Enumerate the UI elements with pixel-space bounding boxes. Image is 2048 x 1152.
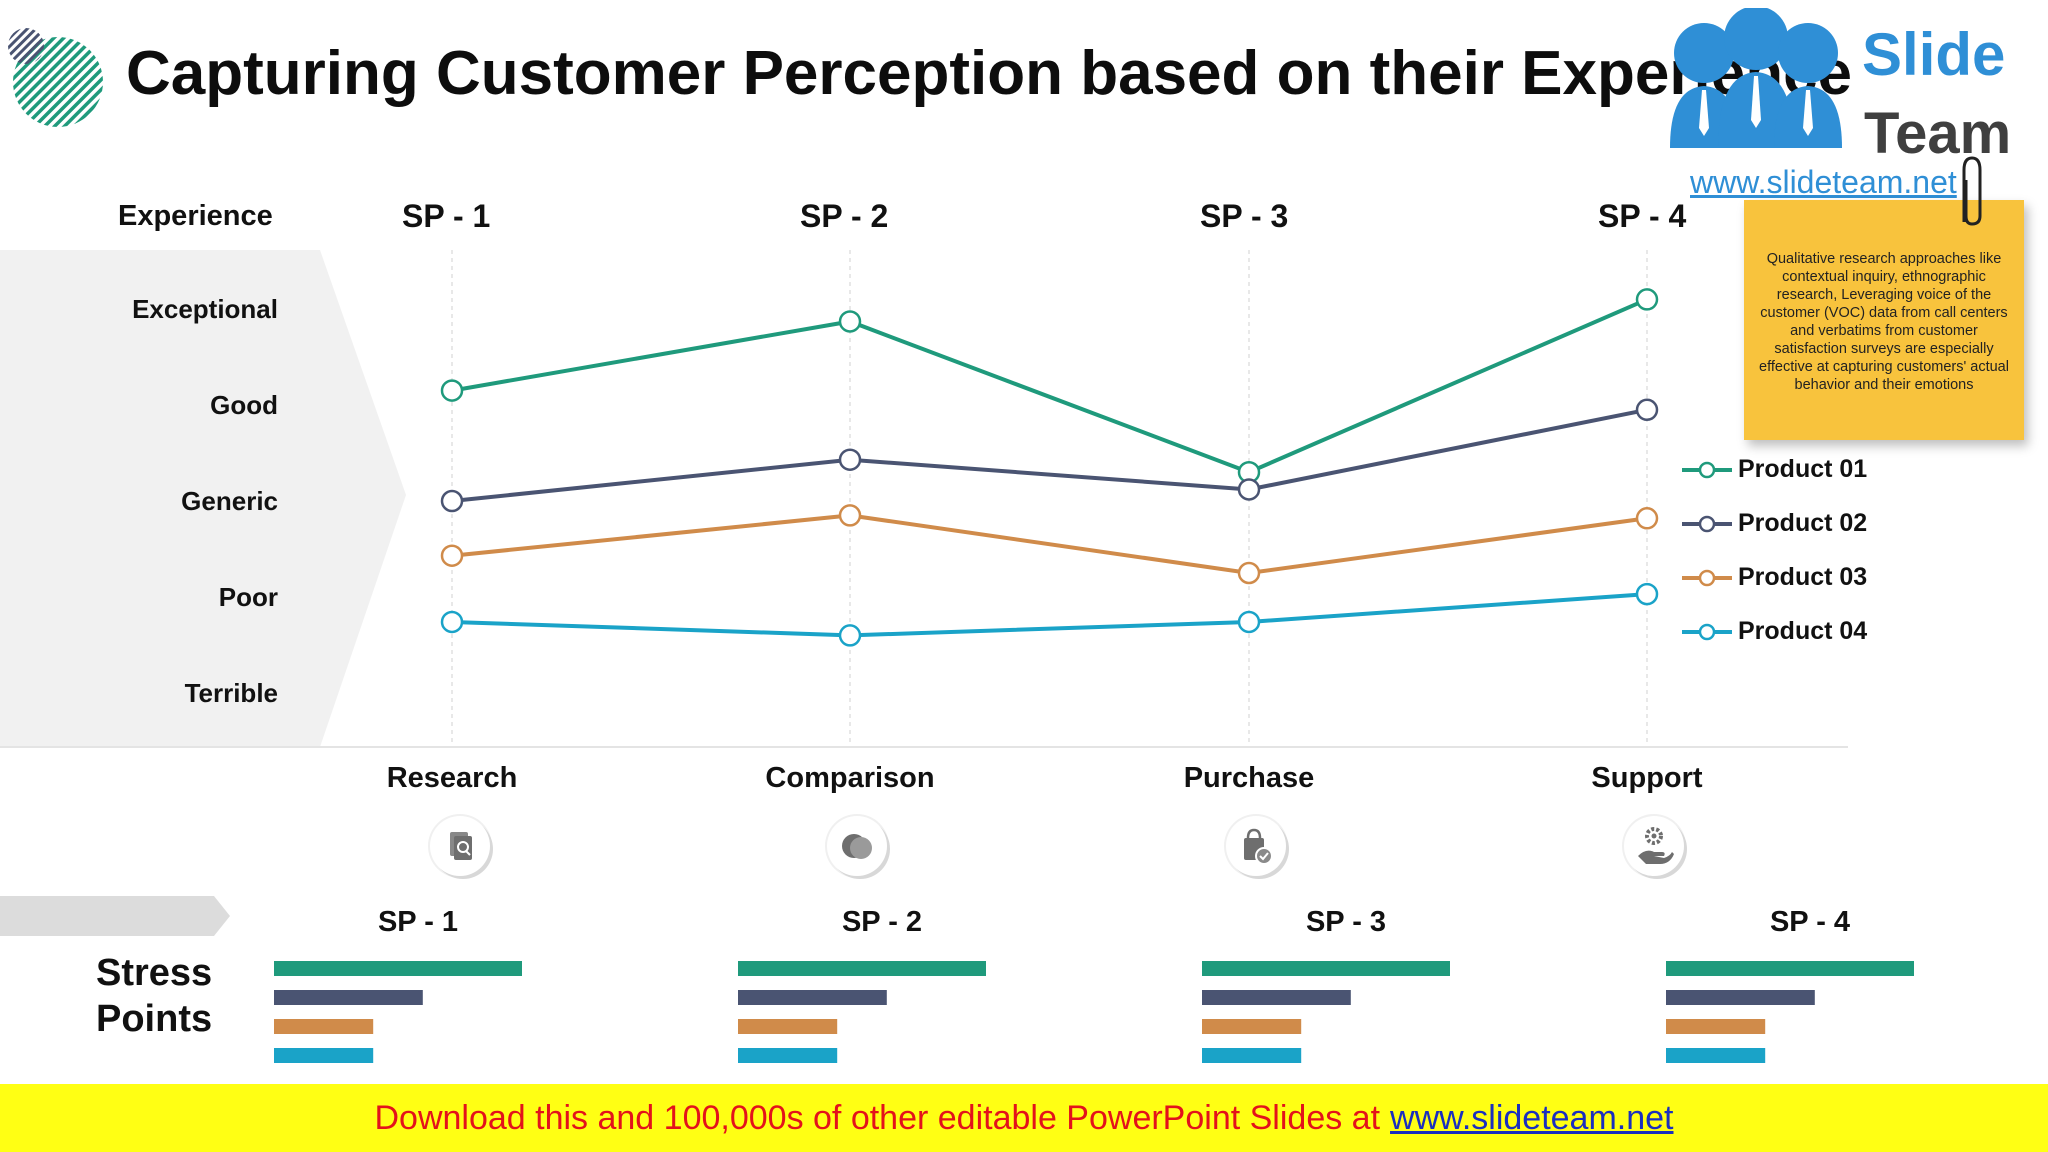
stage-label-research: Research: [386, 762, 518, 794]
data-point-product-02-sp1: [440, 489, 464, 513]
data-point-product-02-sp4: [1635, 398, 1659, 422]
stage-icon-research: [430, 816, 490, 876]
data-point-product-04-sp3: [1237, 610, 1261, 634]
stress-sp-label-2: SP - 2: [841, 906, 923, 938]
y-label-poor: Poor: [218, 582, 278, 612]
stress-sp-label-3: SP - 3: [1305, 906, 1387, 938]
series-line-product-04: [451, 592, 1648, 638]
stress-bar-sp4-product-01: [1666, 961, 1914, 976]
slideteam-logo[interactable]: Slide Team www.slideteam.net: [1640, 8, 2048, 200]
hand-gear-icon: [1638, 827, 1674, 864]
stress-bar-sp3-product-03: [1202, 1019, 1302, 1034]
footer-text: Download this and 100,000s of other edit…: [374, 1098, 1381, 1137]
stress-bar-sp2-product-01: [738, 961, 986, 976]
series-line-product-02: [451, 407, 1648, 503]
y-label-good: Good: [210, 390, 278, 420]
experience-band: [0, 250, 406, 747]
data-point-product-04-sp2: [838, 624, 862, 647]
logo-url[interactable]: www.slideteam.net: [1690, 164, 1957, 200]
legend-marker-product02: [1682, 515, 1732, 532]
paperclip-icon: [1962, 156, 1982, 226]
legend-label-product04: Product 04: [1738, 617, 1868, 645]
page-title: Capturing Customer Perception based on t…: [126, 39, 1853, 108]
y-label-terrible: Terrible: [184, 678, 278, 708]
stress-bar-sp1-product-03: [274, 1019, 374, 1034]
stage-label-comparison: Comparison: [765, 762, 935, 794]
stress-sp-label-4: SP - 4: [1769, 906, 1851, 938]
y-label-exceptional: Exceptional: [132, 294, 278, 324]
data-point-product-01-sp2: [838, 310, 862, 333]
data-point-product-03-sp3: [1237, 561, 1261, 585]
legend-item-product01: Product 01: [1682, 455, 1867, 484]
stress-title-line1: Stress: [96, 952, 213, 994]
data-point-product-01-sp1: [440, 379, 464, 402]
stress-bar-sp2-product-02: [738, 990, 887, 1005]
stress-bar-sp3-product-01: [1202, 961, 1450, 976]
sp-header-1: SP - 1: [402, 198, 491, 234]
stress-bar-sp3-product-04: [1202, 1048, 1302, 1063]
legend-label-product03: Product 03: [1738, 563, 1868, 591]
data-point-product-02-sp2: [838, 448, 862, 471]
download-banner: Download this and 100,000s of other edit…: [0, 1084, 2048, 1152]
data-point-product-04-sp4: [1635, 582, 1659, 606]
stress-bar-sp4-product-03: [1666, 1019, 1766, 1034]
sp-header-2: SP - 2: [800, 198, 889, 234]
experience-line-chart: [0, 250, 1848, 748]
y-label-generic: Generic: [181, 486, 278, 516]
document-search-icon: [450, 832, 472, 860]
stage-label-support: Support: [1591, 762, 1703, 794]
stress-points-title: Stress Points: [96, 950, 212, 1042]
stress-sp-label-1: SP - 1: [377, 906, 459, 938]
logo-team-text: Team: [1864, 101, 2012, 166]
stress-bar-sp4-product-04: [1666, 1048, 1766, 1063]
stress-bar-sp4-product-02: [1666, 990, 1815, 1005]
data-point-product-03-sp2: [838, 504, 862, 527]
stress-band: [0, 896, 230, 936]
pie-chart-icon: [842, 834, 872, 859]
stage-label-purchase: Purchase: [1183, 762, 1315, 794]
stage-icon-comparison: [827, 816, 887, 876]
data-point-product-03-sp4: [1635, 507, 1659, 530]
research-note: Qualitative research approaches like con…: [1744, 200, 2024, 440]
people-icon: [1670, 8, 1842, 148]
series-line-product-03: [451, 513, 1648, 576]
stress-bar-chart: [274, 961, 1914, 1063]
legend-item-product03: Product 03: [1682, 563, 1867, 592]
legend-label-product02: Product 02: [1738, 509, 1868, 537]
chart-legend: Product 01 Product 02 Product 03 Product…: [1682, 455, 1867, 646]
data-point-product-01-sp4: [1635, 288, 1659, 311]
sp-header-3: SP - 3: [1200, 198, 1289, 234]
logo-slide-text: Slide: [1862, 21, 2006, 88]
stress-bar-sp1-product-04: [274, 1048, 374, 1063]
stage-icon-support: [1624, 816, 1684, 876]
data-point-product-04-sp1: [440, 610, 464, 634]
shopping-bag-check-icon: [1244, 828, 1273, 865]
title-decoration-icon: [8, 28, 103, 127]
stress-bar-sp2-product-03: [738, 1019, 838, 1034]
legend-label-product01: Product 01: [1738, 455, 1868, 483]
legend-item-product02: Product 02: [1682, 509, 1867, 538]
stage-icon-purchase: [1226, 816, 1286, 876]
experience-header: Experience: [118, 200, 273, 232]
stress-bar-sp2-product-04: [738, 1048, 838, 1063]
data-point-product-02-sp3: [1237, 478, 1261, 501]
legend-marker-product03: [1682, 569, 1732, 586]
sp-header-4: SP - 4: [1598, 198, 1687, 234]
series-line-product-01: [451, 297, 1648, 475]
footer-link[interactable]: www.slideteam.net: [1390, 1098, 1674, 1137]
stress-bar-sp1-product-02: [274, 990, 423, 1005]
legend-marker-product04: [1682, 623, 1732, 640]
note-text: Qualitative research approaches like con…: [1759, 251, 2009, 393]
legend-item-product04: Product 04: [1682, 617, 1867, 646]
stress-title-line2: Points: [96, 998, 213, 1040]
legend-marker-product01: [1682, 461, 1732, 478]
stress-bar-sp3-product-02: [1202, 990, 1351, 1005]
data-point-product-03-sp1: [440, 544, 464, 567]
stress-bar-sp1-product-01: [274, 961, 522, 976]
